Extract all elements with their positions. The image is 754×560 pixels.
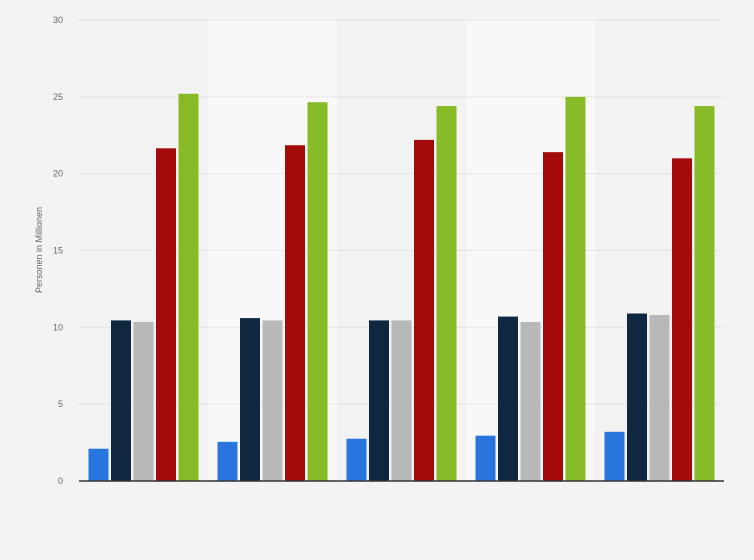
bar[interactable] (178, 93, 199, 481)
bar[interactable] (369, 320, 389, 481)
bar[interactable] (672, 158, 692, 482)
bar[interactable] (694, 106, 715, 481)
bar[interactable] (240, 318, 260, 481)
bar[interactable] (414, 139, 434, 482)
y-tick-label: 5 (58, 399, 63, 409)
bar[interactable] (565, 96, 586, 481)
bar[interactable] (649, 315, 670, 481)
y-tick-label: 20 (53, 169, 63, 179)
bar[interactable] (520, 321, 541, 481)
bar[interactable] (346, 438, 367, 481)
bar[interactable] (88, 448, 109, 481)
bar[interactable] (436, 106, 457, 481)
bar[interactable] (156, 148, 176, 482)
bar[interactable] (543, 152, 563, 482)
bar[interactable] (627, 313, 647, 481)
bar[interactable] (307, 102, 328, 481)
y-axis-label: Personen in Millionen (34, 207, 44, 293)
y-tick-label: 15 (53, 246, 63, 256)
bar[interactable] (217, 441, 238, 481)
y-tick-label: 0 (58, 476, 63, 486)
y-tick-label: 30 (53, 15, 63, 25)
bars (88, 93, 715, 482)
y-tick-label: 25 (53, 92, 63, 102)
y-axis-ticks: 0 5 10 15 20 25 30 (53, 15, 63, 486)
bar[interactable] (111, 320, 131, 481)
bar[interactable] (498, 316, 518, 481)
bar[interactable] (604, 431, 625, 481)
bar[interactable] (475, 435, 496, 481)
bar[interactable] (285, 145, 305, 481)
bar[interactable] (133, 321, 154, 481)
bar[interactable] (391, 320, 412, 481)
bar[interactable] (262, 320, 283, 481)
y-tick-label: 10 (53, 322, 63, 332)
